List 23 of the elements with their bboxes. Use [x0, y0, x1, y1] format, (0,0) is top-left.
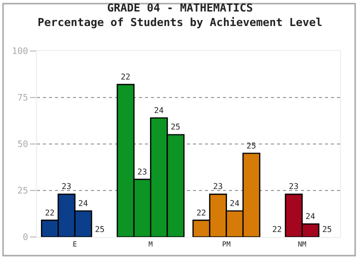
- series-label: 23: [62, 182, 72, 192]
- text: 22: [196, 208, 206, 218]
- text: 23: [213, 182, 223, 192]
- text: 25: [94, 225, 105, 234]
- text: 24: [154, 106, 164, 115]
- y-tick-label: 75: [17, 94, 28, 104]
- text: 25: [322, 225, 332, 234]
- series-label: 22: [44, 208, 55, 218]
- y-tick-label: 25: [17, 186, 28, 197]
- chart-title: GRADE 04 - MATHEMATICS: [107, 2, 253, 15]
- series-label: 25: [170, 122, 181, 132]
- text: 24: [230, 198, 240, 208]
- chart-subtitle: Percentage of Students by Achievement Level: [38, 16, 322, 29]
- text: 23: [288, 182, 299, 192]
- text: 22: [120, 72, 130, 82]
- text: 24: [306, 212, 316, 221]
- y-tick-label: 0: [22, 233, 28, 244]
- text: 23: [137, 167, 148, 176]
- y-tick-label: 50: [17, 140, 28, 150]
- series-label: 24: [78, 198, 88, 208]
- y-tick-label: 100: [12, 47, 28, 58]
- text: 25: [246, 141, 256, 150]
- text: 22: [272, 225, 282, 234]
